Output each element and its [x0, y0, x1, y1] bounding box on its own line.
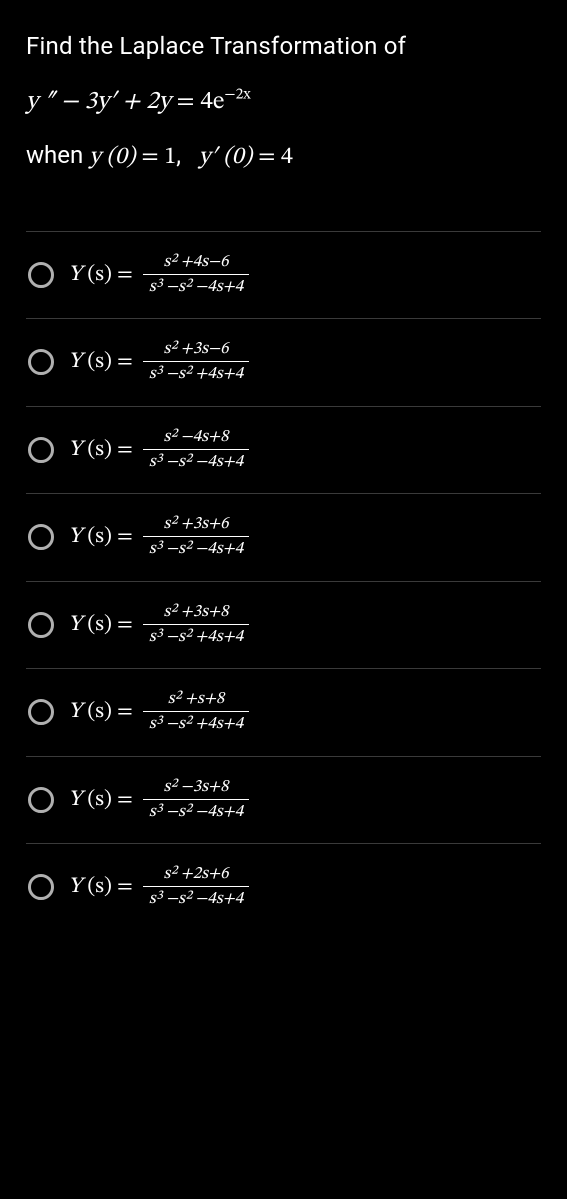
numerator: s² +s+8 — [162, 689, 231, 711]
option-formula: Y (s) = s² +s+8 s³ −s² +4s+4 — [68, 689, 249, 736]
numerator: s² +3s−6 — [157, 339, 234, 361]
option-row[interactable]: Y (s) = s² −4s+8 s³ −s² −4s+4 — [26, 407, 541, 495]
option-formula: Y (s) = s² +3s+6 s³ −s² −4s+4 — [68, 514, 249, 561]
fraction: s² +2s+6 s³ −s² −4s+4 — [143, 864, 249, 911]
radio-icon[interactable] — [28, 699, 54, 725]
numerator: s² +3s+6 — [157, 514, 234, 536]
arg-label: (s) — [87, 789, 111, 811]
cond-yp0-rhs: 4 — [281, 145, 293, 169]
denominator: s³ −s² +4s+4 — [143, 361, 249, 385]
equation-rhs-exp: −2x — [224, 87, 250, 103]
option-row[interactable]: Y (s) = s² −3s+8 s³ −s² −4s+4 — [26, 757, 541, 845]
eq-label: = — [117, 439, 133, 461]
eq-label: = — [117, 876, 133, 898]
Y-label: Y — [68, 701, 82, 723]
option-row[interactable]: Y (s) = s² +4s−6 s³ −s² −4s+4 — [26, 232, 541, 320]
fraction: s² +3s−6 s³ −s² +4s+4 — [143, 339, 249, 386]
option-formula: Y (s) = s² +3s+8 s³ −s² +4s+4 — [68, 602, 249, 649]
option-row[interactable]: Y (s) = s² +2s+6 s³ −s² −4s+4 — [26, 844, 541, 931]
options-list: Y (s) = s² +4s−6 s³ −s² −4s+4 Y (s) = s²… — [26, 231, 541, 931]
arg-label: (s) — [87, 439, 111, 461]
eq-label: = — [117, 789, 133, 811]
option-row[interactable]: Y (s) = s² +s+8 s³ −s² +4s+4 — [26, 669, 541, 757]
Y-label: Y — [68, 876, 82, 898]
denominator: s³ −s² +4s+4 — [143, 711, 249, 735]
arg-label: (s) — [87, 701, 111, 723]
Y-label: Y — [68, 614, 82, 636]
numerator: s² −4s+8 — [157, 427, 234, 449]
cond-y0-rhs: 1 — [164, 145, 176, 169]
denominator: s³ −s² +4s+4 — [143, 624, 249, 648]
Y-label: Y — [68, 264, 82, 286]
denominator: s³ −s² −4s+4 — [143, 536, 249, 560]
fraction: s² +3s+6 s³ −s² −4s+4 — [143, 514, 249, 561]
cond-prefix: when — [26, 141, 89, 169]
fraction: s² −3s+8 s³ −s² −4s+4 — [143, 777, 249, 824]
option-formula: Y (s) = s² +4s−6 s³ −s² −4s+4 — [68, 252, 249, 299]
denominator: s³ −s² −4s+4 — [143, 886, 249, 910]
numerator: s² +3s+8 — [157, 602, 234, 624]
eq-label: = — [117, 701, 133, 723]
eq-label: = — [117, 351, 133, 373]
option-formula: Y (s) = s² −4s+8 s³ −s² −4s+4 — [68, 427, 249, 474]
Y-label: Y — [68, 351, 82, 373]
numerator: s² +2s+6 — [157, 864, 234, 886]
eq-label: = — [117, 526, 133, 548]
equation-lhs: y ″ − 3y′ + 2y — [26, 89, 171, 114]
equals-sign: = — [177, 89, 201, 114]
radio-icon[interactable] — [28, 524, 54, 550]
option-formula: Y (s) = s² +2s+6 s³ −s² −4s+4 — [68, 864, 249, 911]
option-row[interactable]: Y (s) = s² +3s−6 s³ −s² +4s+4 — [26, 319, 541, 407]
arg-label: (s) — [87, 264, 111, 286]
arg-label: (s) — [87, 351, 111, 373]
radio-icon[interactable] — [28, 349, 54, 375]
question-intro: Find the Laplace Transformation of — [26, 28, 541, 65]
question-equation: y ″ − 3y′ + 2y = 4e−2x — [26, 83, 541, 121]
Y-label: Y — [68, 789, 82, 811]
cond-y0-lhs: y (0) — [89, 145, 135, 169]
fraction: s² +s+8 s³ −s² +4s+4 — [143, 689, 249, 736]
option-formula: Y (s) = s² −3s+8 s³ −s² −4s+4 — [68, 777, 249, 824]
equation-rhs-base: 4e — [200, 89, 224, 114]
option-formula: Y (s) = s² +3s−6 s³ −s² +4s+4 — [68, 339, 249, 386]
numerator: s² −3s+8 — [157, 777, 234, 799]
arg-label: (s) — [87, 614, 111, 636]
option-row[interactable]: Y (s) = s² +3s+8 s³ −s² +4s+4 — [26, 582, 541, 670]
Y-label: Y — [68, 526, 82, 548]
radio-icon[interactable] — [28, 787, 54, 813]
arg-label: (s) — [87, 876, 111, 898]
radio-icon[interactable] — [28, 874, 54, 900]
fraction: s² −4s+8 s³ −s² −4s+4 — [143, 427, 249, 474]
eq-label: = — [117, 264, 133, 286]
radio-icon[interactable] — [28, 437, 54, 463]
radio-icon[interactable] — [28, 262, 54, 288]
denominator: s³ −s² −4s+4 — [143, 274, 249, 298]
fraction: s² +3s+8 s³ −s² +4s+4 — [143, 602, 249, 649]
fraction: s² +4s−6 s³ −s² −4s+4 — [143, 252, 249, 299]
arg-label: (s) — [87, 526, 111, 548]
Y-label: Y — [68, 439, 82, 461]
eq-label: = — [117, 614, 133, 636]
numerator: s² +4s−6 — [157, 252, 234, 274]
radio-icon[interactable] — [28, 612, 54, 638]
option-row[interactable]: Y (s) = s² +3s+6 s³ −s² −4s+4 — [26, 494, 541, 582]
cond-yp0-lhs: y′ (0) — [199, 145, 252, 169]
initial-conditions: when y (0) = 1, y′ (0) = 4 — [26, 137, 541, 175]
denominator: s³ −s² −4s+4 — [143, 799, 249, 823]
denominator: s³ −s² −4s+4 — [143, 449, 249, 473]
